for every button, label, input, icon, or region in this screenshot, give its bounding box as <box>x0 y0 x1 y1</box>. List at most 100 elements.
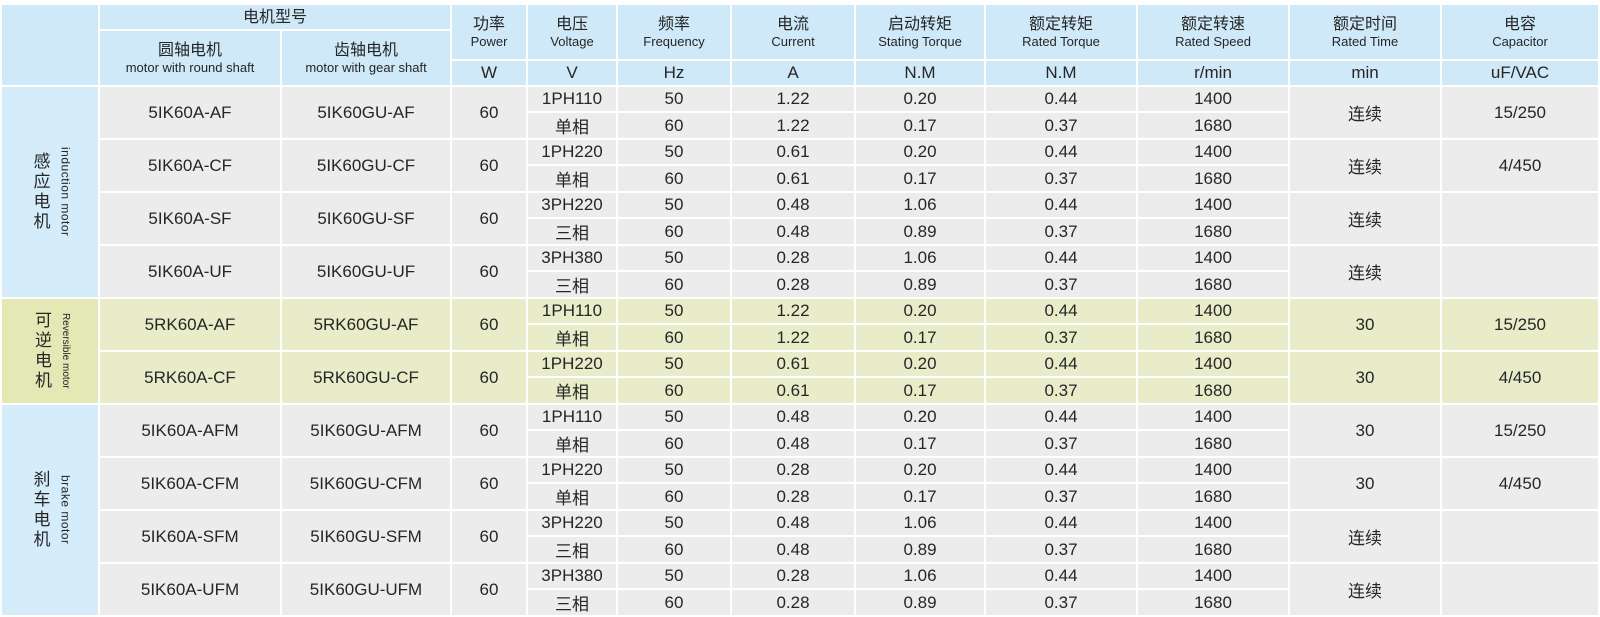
header-en: Frequency <box>643 34 705 49</box>
voltage-cell: 1PH220 <box>528 352 617 376</box>
voltage-cell: 3PH380 <box>528 564 617 588</box>
model-gear-cell: 5RK60GU-AF <box>282 299 451 350</box>
group-label-induction: 感应电机 induction motor <box>2 87 98 297</box>
voltage-cell: 三相 <box>528 590 617 615</box>
rated-speed-cell: 1400 <box>1138 140 1289 164</box>
stating-torque-cell: 0.17 <box>856 113 985 138</box>
header-en: Current <box>771 34 815 49</box>
capacitor-cell: 15/250 <box>1442 87 1599 138</box>
model-gear-cell: 5IK60GU-AFM <box>282 405 451 456</box>
model-round-cell: 5IK60A-UFM <box>100 564 280 615</box>
header-en: motor with gear shaft <box>305 60 427 75</box>
power-cell: 60 <box>452 299 527 350</box>
model-round-cell: 5IK60A-SFM <box>100 511 280 562</box>
frequency-cell: 60 <box>618 484 731 509</box>
voltage-cell: 单相 <box>528 484 617 509</box>
rated-torque-cell: 0.37 <box>986 378 1137 403</box>
frequency-cell: 50 <box>618 511 731 535</box>
voltage-cell: 3PH380 <box>528 246 617 270</box>
stating-torque-cell: 1.06 <box>856 193 985 217</box>
model-gear-cell: 5IK60GU-AF <box>282 87 451 138</box>
rated-torque-cell: 0.44 <box>986 299 1137 323</box>
stating-torque-cell: 1.06 <box>856 246 985 270</box>
capacitor-cell-empty <box>1442 193 1599 244</box>
voltage-cell: 单相 <box>528 166 617 191</box>
frequency-cell: 50 <box>618 87 731 111</box>
col-header-stating-torque: 启动转矩 Stating Torque <box>856 5 985 59</box>
group-label-brake: 刹车电机 brake motor <box>2 405 98 615</box>
voltage-cell: 三相 <box>528 219 617 244</box>
header-en: Rated Time <box>1331 34 1399 49</box>
frequency-cell: 60 <box>618 537 731 562</box>
rated-speed-cell: 1400 <box>1138 405 1289 429</box>
rated-torque-cell: 0.37 <box>986 219 1137 244</box>
voltage-cell: 单相 <box>528 325 617 350</box>
rated-time-cell: 连续 <box>1290 140 1441 191</box>
rated-torque-cell: 0.44 <box>986 458 1137 482</box>
stating-torque-cell: 0.20 <box>856 405 985 429</box>
power-cell: 60 <box>452 511 527 562</box>
col-header-rated-time: 额定时间 Rated Time <box>1290 5 1441 59</box>
rated-speed-cell: 1680 <box>1138 431 1289 456</box>
model-round-cell: 5IK60A-SF <box>100 193 280 244</box>
stating-torque-cell: 0.17 <box>856 166 985 191</box>
rated-speed-cell: 1680 <box>1138 484 1289 509</box>
group-label-en: induction motor <box>58 147 73 237</box>
power-cell: 60 <box>452 352 527 403</box>
voltage-cell: 1PH110 <box>528 87 617 111</box>
rated-speed-cell: 1680 <box>1138 378 1289 403</box>
current-cell: 0.48 <box>732 219 855 244</box>
group-label-zh: 可逆电机 <box>32 311 51 391</box>
frequency-cell: 50 <box>618 458 731 482</box>
col-header-rated-torque: 额定转矩 Rated Torque <box>986 5 1137 59</box>
voltage-cell: 1PH220 <box>528 140 617 164</box>
rated-speed-cell: 1680 <box>1138 166 1289 191</box>
frequency-cell: 60 <box>618 219 731 244</box>
current-cell: 0.28 <box>732 272 855 297</box>
unit-rated-torque: N.M <box>986 61 1137 85</box>
header-zh: 电容 <box>1504 16 1537 33</box>
stating-torque-cell: 0.17 <box>856 484 985 509</box>
header-zh: 额定时间 <box>1333 16 1398 33</box>
stating-torque-cell: 0.17 <box>856 325 985 350</box>
header-zh: 额定转矩 <box>1029 16 1094 33</box>
frequency-cell: 50 <box>618 564 731 588</box>
header-zh: 功率 <box>473 16 506 33</box>
unit-current: A <box>732 61 855 85</box>
frequency-cell: 50 <box>618 246 731 270</box>
current-cell: 0.61 <box>732 352 855 376</box>
stating-torque-cell: 0.20 <box>856 458 985 482</box>
current-cell: 0.61 <box>732 140 855 164</box>
frequency-cell: 60 <box>618 378 731 403</box>
rated-speed-cell: 1400 <box>1138 352 1289 376</box>
voltage-cell: 1PH220 <box>528 458 617 482</box>
rated-time-cell: 连续 <box>1290 87 1441 138</box>
capacitor-cell-empty <box>1442 564 1599 615</box>
col-header-power: 功率 Power <box>452 5 527 59</box>
frequency-cell: 50 <box>618 405 731 429</box>
capacitor-cell-empty <box>1442 246 1599 297</box>
current-cell: 0.48 <box>732 511 855 535</box>
capacitor-cell: 4/450 <box>1442 458 1599 509</box>
model-round-cell: 5IK60A-AF <box>100 87 280 138</box>
frequency-cell: 50 <box>618 352 731 376</box>
unit-rated-time: min <box>1290 61 1441 85</box>
stating-torque-cell: 0.20 <box>856 87 985 111</box>
model-round-cell: 5RK60A-CF <box>100 352 280 403</box>
power-cell: 60 <box>452 87 527 138</box>
current-cell: 0.48 <box>732 431 855 456</box>
voltage-cell: 单相 <box>528 113 617 138</box>
header-zh: 电压 <box>556 16 589 33</box>
rated-speed-cell: 1400 <box>1138 458 1289 482</box>
rated-torque-cell: 0.37 <box>986 325 1137 350</box>
frequency-cell: 60 <box>618 166 731 191</box>
current-cell: 1.22 <box>732 113 855 138</box>
header-zh: 电流 <box>777 16 810 33</box>
rated-time-cell: 连续 <box>1290 511 1441 562</box>
capacitor-cell: 4/450 <box>1442 140 1599 191</box>
rated-speed-cell: 1400 <box>1138 299 1289 323</box>
rated-speed-cell: 1680 <box>1138 325 1289 350</box>
frequency-cell: 50 <box>618 140 731 164</box>
current-cell: 0.28 <box>732 246 855 270</box>
motor-spec-table: 电机型号 功率 Power 电压 Voltage 频率 Frequency 电流… <box>0 3 1600 617</box>
